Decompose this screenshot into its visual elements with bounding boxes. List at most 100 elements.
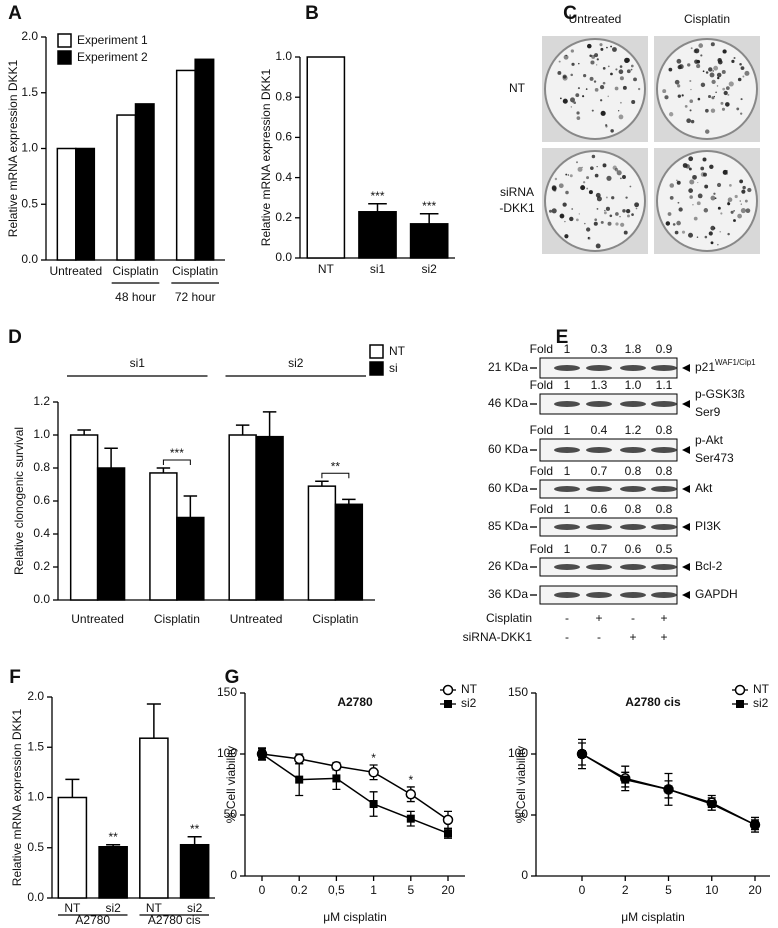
y-tick-label: 0.0 <box>21 252 38 266</box>
protein-label: PI3K <box>695 519 721 533</box>
x-tick-label: Cisplatin <box>172 264 218 278</box>
treatment-mark: + <box>660 611 667 625</box>
legend-label: NT <box>753 682 770 696</box>
colony <box>722 49 727 54</box>
colony <box>705 108 709 113</box>
colony <box>602 66 606 70</box>
y-tick-label: 2.0 <box>27 689 44 703</box>
marker <box>331 760 342 772</box>
colony <box>740 203 742 205</box>
marker <box>293 753 305 765</box>
fold-label: Fold <box>530 342 553 356</box>
chart-title: A2780 <box>337 695 373 709</box>
bar <box>175 69 196 261</box>
colony <box>596 64 598 66</box>
size-label: 21 KDa <box>488 360 528 374</box>
error-bar <box>235 424 250 435</box>
colony <box>606 175 612 181</box>
band <box>586 486 612 492</box>
colony <box>596 165 598 168</box>
colony <box>622 209 626 213</box>
marker <box>258 750 266 758</box>
marker <box>368 767 379 778</box>
colony <box>676 179 678 181</box>
colony <box>740 207 746 214</box>
panel-letter: G <box>225 667 240 688</box>
size-label: 36 KDa <box>488 587 528 601</box>
colony <box>739 200 741 202</box>
colony <box>717 206 721 210</box>
row-label: NT <box>509 81 526 95</box>
colony <box>578 213 580 215</box>
colony <box>722 87 726 91</box>
arrowhead <box>682 485 690 493</box>
y-tick-label: 0.6 <box>275 130 292 144</box>
colony <box>604 209 606 212</box>
arrowhead <box>682 591 690 599</box>
significance-label: *** <box>170 446 184 460</box>
colony <box>697 181 699 184</box>
colony <box>715 91 717 94</box>
fold-value: 1 <box>564 502 571 516</box>
size-label: 26 KDa <box>488 559 528 573</box>
colony <box>690 119 695 124</box>
band <box>586 401 612 407</box>
colony <box>698 43 704 48</box>
colony <box>676 180 681 185</box>
colony <box>696 236 699 238</box>
treatment-mark: + <box>660 630 667 644</box>
protein-label: Akt <box>695 481 713 495</box>
colony <box>600 220 604 224</box>
fold-value: 0.5 <box>656 542 673 556</box>
protein-label: Ser473 <box>695 451 734 465</box>
y-tick-label: 0.8 <box>275 89 292 103</box>
colony <box>587 43 592 49</box>
colony <box>587 236 590 239</box>
y-axis-label: % Cell viability <box>224 746 238 823</box>
legend-label: Experiment 2 <box>77 50 148 64</box>
colony <box>711 79 716 85</box>
colony <box>634 202 640 208</box>
colony <box>583 74 587 78</box>
colony <box>708 67 713 72</box>
colony <box>714 197 717 200</box>
bar <box>334 503 364 601</box>
significance-label: *** <box>370 189 384 203</box>
colony <box>711 96 715 100</box>
colony <box>558 183 564 189</box>
colony <box>681 230 686 234</box>
colony <box>729 184 732 187</box>
colony <box>728 81 734 87</box>
marker <box>295 775 304 784</box>
x-tick-label: Untreated <box>230 612 283 626</box>
colony <box>584 222 586 225</box>
x-tick-label: 20 <box>748 883 762 897</box>
x-tick-label: si2 <box>105 901 121 915</box>
bar <box>75 147 96 261</box>
colony <box>551 208 557 214</box>
marker <box>444 829 452 838</box>
fold-value: 1 <box>564 423 571 437</box>
y-tick-label: 100 <box>217 746 237 760</box>
colony <box>744 199 748 203</box>
colony <box>591 109 594 112</box>
colony <box>614 86 619 91</box>
legend-label: NT <box>461 682 478 696</box>
colony <box>607 221 612 226</box>
marker <box>442 814 454 826</box>
fold-value: 0.9 <box>656 342 673 356</box>
marker <box>405 789 417 800</box>
band <box>620 365 646 371</box>
y-tick-label: 150 <box>508 685 528 699</box>
significance-label: * <box>371 751 376 765</box>
treatment-label: Cisplatin <box>486 611 532 625</box>
y-axis-label: Relative mRNA expression DKK1 <box>259 68 273 246</box>
treatment-label: siRNA-DKK1 <box>463 630 533 644</box>
fold-value: 0.3 <box>591 342 608 356</box>
colony <box>599 43 603 47</box>
band <box>620 486 646 492</box>
y-tick-label: 0.0 <box>27 890 44 904</box>
bar <box>96 467 126 601</box>
colony <box>576 161 578 164</box>
